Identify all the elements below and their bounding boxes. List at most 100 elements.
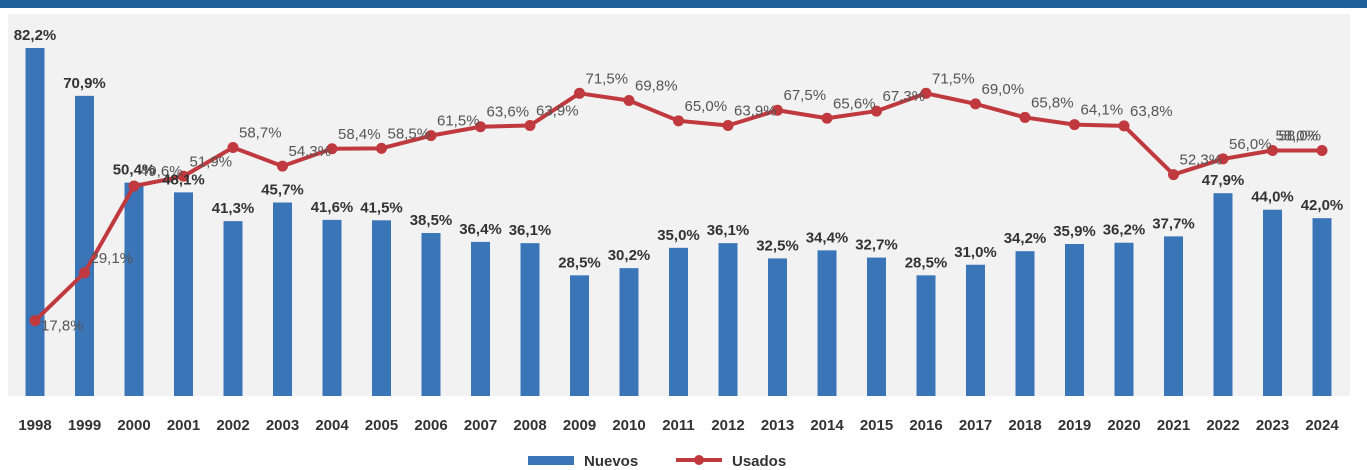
label-nuevos-2015: 32,7% <box>855 237 898 254</box>
bar-nuevos-2020 <box>1114 242 1134 396</box>
label-usados-2003: 54,3% <box>289 143 332 160</box>
bar-nuevos-2009 <box>570 275 589 396</box>
label-nuevos-1998: 82,2% <box>14 27 57 44</box>
x-tick-2012: 2012 <box>711 417 744 434</box>
label-usados-2008: 63,9% <box>536 102 579 119</box>
bar-nuevos-2003 <box>273 202 292 396</box>
bar-nuevos-2023 <box>1263 209 1282 396</box>
label-nuevos-2000: 50,4% <box>113 162 156 179</box>
label-usados-2004: 58,4% <box>338 126 381 143</box>
label-nuevos-2001: 48,1% <box>162 171 205 188</box>
label-usados-2009: 71,5% <box>586 70 629 87</box>
bar-nuevos-2010 <box>619 268 639 396</box>
label-nuevos-2003: 45,7% <box>261 182 304 199</box>
label-usados-2007: 63,6% <box>487 104 530 121</box>
label-nuevos-2005: 41,5% <box>360 199 403 216</box>
nuevos-data-labels: 82,2% 70,9% 50,4% 48,1% 41,3% 45,7% 41,6% 41,5%… <box>14 27 1344 271</box>
bar-nuevos-2001 <box>174 192 193 396</box>
legend-nuevos-label: Nuevos <box>584 453 638 470</box>
usados-data-labels: 17,8% 29,1% 49,6% 51,9% 58,7% 54,3% 58,4% 58,5%… <box>41 70 1321 334</box>
label-nuevos-2018: 34,2% <box>1004 230 1047 247</box>
x-tick-2024: 2024 <box>1305 417 1339 434</box>
label-usados-2023: 58,0% <box>1279 127 1322 144</box>
label-usados-2002: 58,7% <box>239 124 282 141</box>
x-tick-2013: 2013 <box>761 417 794 434</box>
marker-usados-2003 <box>277 160 288 172</box>
header-color-bar <box>0 0 1367 8</box>
label-usados-2013: 67,5% <box>784 87 827 104</box>
label-usados-2021: 52,3% <box>1180 152 1223 169</box>
x-tick-1998: 1998 <box>18 417 51 434</box>
label-nuevos-2013: 32,5% <box>756 237 799 254</box>
x-tick-2023: 2023 <box>1256 417 1289 434</box>
label-nuevos-2019: 35,9% <box>1053 223 1096 240</box>
bar-nuevos-2017 <box>966 264 985 396</box>
marker-usados-2024 <box>1316 144 1328 156</box>
x-tick-2014: 2014 <box>810 417 844 434</box>
bar-nuevos-2024 <box>1312 218 1332 396</box>
bar-nuevos-2005 <box>372 220 391 396</box>
marker-usados-2013 <box>772 104 783 116</box>
legend-nuevos-swatch <box>528 456 574 465</box>
bar-nuevos-2019 <box>1065 244 1084 396</box>
x-tick-2010: 2010 <box>612 417 645 434</box>
nuevos-bars <box>25 48 1332 396</box>
label-nuevos-2004: 41,6% <box>311 199 354 216</box>
bar-nuevos-2007 <box>471 241 490 396</box>
marker-usados-2019 <box>1069 119 1080 131</box>
marker-usados-2020 <box>1118 120 1130 132</box>
marker-usados-2008 <box>524 119 536 131</box>
label-usados-2022: 56,0% <box>1229 136 1272 153</box>
x-tick-2002: 2002 <box>216 417 249 434</box>
marker-usados-1998 <box>29 315 41 327</box>
marker-usados-2007 <box>475 121 486 133</box>
label-nuevos-2020: 36,2% <box>1103 222 1146 239</box>
x-tick-2022: 2022 <box>1206 417 1239 434</box>
label-usados-2015: 67,3% <box>883 88 926 105</box>
x-tick-2009: 2009 <box>563 417 596 434</box>
x-tick-2017: 2017 <box>959 417 992 434</box>
label-usados-2000: 49,6% <box>140 163 183 180</box>
label-usados-2006: 61,5% <box>437 113 480 130</box>
x-tick-2003: 2003 <box>266 417 299 434</box>
label-nuevos-2016: 28,5% <box>905 254 948 271</box>
x-tick-2016: 2016 <box>909 417 942 434</box>
x-tick-2008: 2008 <box>513 417 546 434</box>
label-usados-2012: 63,9% <box>734 102 777 119</box>
x-tick-2007: 2007 <box>464 417 497 434</box>
bar-nuevos-2012 <box>718 243 738 396</box>
legend: Nuevos Usados <box>528 453 786 470</box>
label-nuevos-2012: 36,1% <box>707 222 750 239</box>
label-nuevos-2010: 30,2% <box>608 247 651 264</box>
x-tick-2006: 2006 <box>414 417 447 434</box>
marker-usados-2017 <box>970 98 981 110</box>
label-usados-2018: 65,8% <box>1031 94 1074 111</box>
x-tick-2005: 2005 <box>365 417 398 434</box>
bar-nuevos-2006 <box>421 233 441 396</box>
bar-nuevos-2004 <box>322 219 342 396</box>
marker-usados-2001 <box>178 170 189 182</box>
bar-nuevos-2000 <box>124 182 144 396</box>
legend-usados-label: Usados <box>732 453 786 470</box>
label-nuevos-2022: 47,9% <box>1202 172 1245 189</box>
bar-nuevos-1998 <box>25 48 45 396</box>
bar-nuevos-2011 <box>669 247 688 396</box>
label-nuevos-2006: 38,5% <box>410 212 453 229</box>
label-nuevos-2009: 28,5% <box>558 254 601 271</box>
label-usados-2005: 58,5% <box>388 125 431 142</box>
label-usados-2019: 64,1% <box>1081 102 1124 119</box>
bar-nuevos-2015 <box>867 257 886 396</box>
label-usados-2001: 51,9% <box>190 153 233 170</box>
label-nuevos-2011: 35,0% <box>657 227 700 244</box>
bar-nuevos-2016 <box>916 275 936 396</box>
marker-usados-2023 <box>1267 144 1278 156</box>
x-tick-1999: 1999 <box>68 417 101 434</box>
x-tick-2011: 2011 <box>662 417 695 434</box>
label-nuevos-2017: 31,0% <box>954 244 997 261</box>
x-tick-2019: 2019 <box>1058 417 1091 434</box>
bar-nuevos-2018 <box>1015 251 1035 396</box>
x-tick-2021: 2021 <box>1157 417 1190 434</box>
marker-usados-2014 <box>821 112 833 124</box>
label-nuevos-2024: 42,0% <box>1301 197 1344 214</box>
